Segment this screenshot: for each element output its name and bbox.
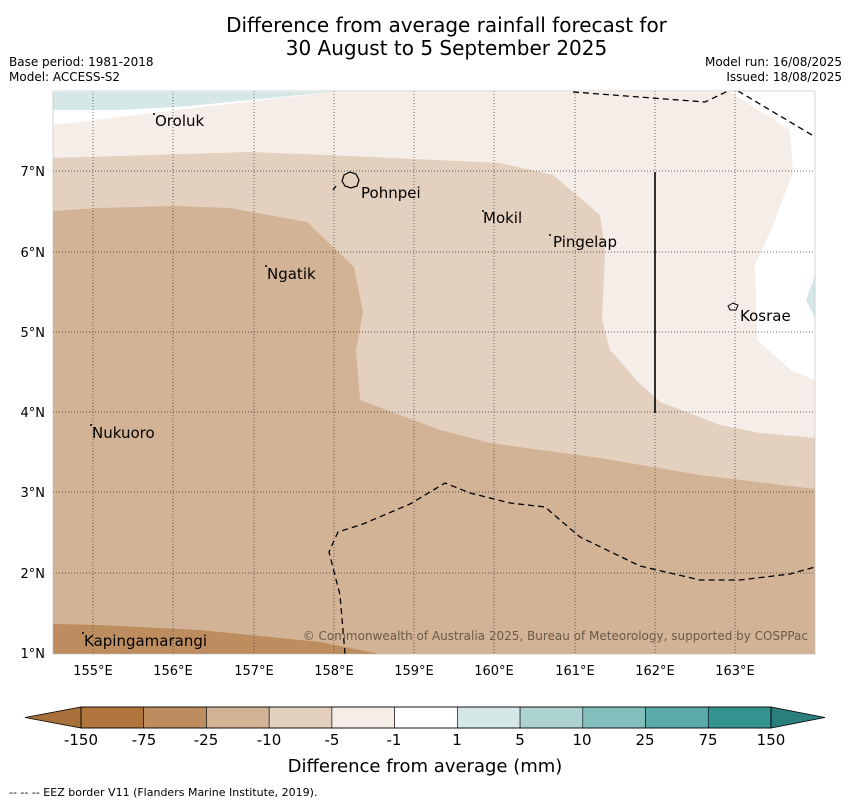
lat-tick-label: 2°N — [21, 567, 46, 582]
colorbar-frame — [80, 706, 772, 729]
colorbar-tick-label: 150 — [757, 731, 786, 749]
colorbar-tick-label: -10 — [257, 731, 282, 749]
colorbar-tick-label: -5 — [325, 731, 340, 749]
colorbar-tick-label: 5 — [515, 731, 525, 749]
colorbar-tick-label: -150 — [64, 731, 98, 749]
lat-tick-label: 7°N — [21, 165, 46, 180]
run-info: Model run: 16/08/2025 Issued: 18/08/2025 — [705, 55, 842, 85]
colorbar-swatch — [645, 706, 709, 729]
colorbar-swatch — [519, 706, 584, 729]
place-label-oroluk: Oroluk — [155, 112, 204, 130]
place-label-pohnpei: Pohnpei — [361, 184, 421, 202]
colorbar-swatch — [707, 706, 772, 729]
map-frame — [52, 90, 816, 655]
eez-border — [328, 91, 815, 654]
atoll-markers — [82, 113, 551, 634]
fill-1-to-5-north — [53, 92, 330, 110]
lat-tick-label: 1°N — [21, 647, 46, 662]
colorbar-tick-label: -1 — [387, 731, 402, 749]
colorbar: -150 -75 -25 -10 -5 -1 1 5 10 25 75 150 … — [24, 706, 826, 777]
lon-tick-label: 158°E — [314, 664, 354, 679]
place-label-kapingamarangi: Kapingamarangi — [84, 632, 207, 650]
colorbar-swatch — [582, 706, 646, 729]
fill-above-1-east — [730, 92, 815, 380]
lon-tick-labels: 155°E 156°E 157°E 158°E 159°E 160°E 161°… — [73, 664, 755, 679]
place-label-ngatik: Ngatik — [267, 265, 316, 283]
place-label-pingelap: Pingelap — [553, 233, 617, 251]
lon-tick-label: 162°E — [635, 664, 675, 679]
fill-1-to-5-east — [806, 275, 815, 318]
kosrae-island-icon — [727, 302, 739, 311]
eez-footnote: -- -- -- EEZ border V11 (Flanders Marine… — [9, 786, 318, 799]
lon-tick-label: 160°E — [474, 664, 514, 679]
fill-minus25-to-minus75 — [53, 624, 380, 654]
lat-tick-label: 4°N — [21, 406, 46, 421]
lon-tick-label: 161°E — [555, 664, 595, 679]
colorbar-tick-label: 25 — [635, 731, 654, 749]
title-line-2: 30 August to 5 September 2025 — [285, 36, 608, 60]
model-name: Model: ACCESS-S2 — [9, 70, 121, 84]
fill-minus10-to-minus25 — [53, 206, 815, 654]
colorbar-tick-label: 10 — [572, 731, 591, 749]
colorbar-swatch — [457, 706, 521, 729]
lat-tick-label: 5°N — [21, 326, 46, 341]
colorbar-swatches — [24, 706, 826, 729]
colorbar-swatch — [331, 706, 395, 729]
map-title: Difference from average rainfall forecas… — [0, 14, 850, 60]
pohnpei-island-icon — [341, 171, 360, 189]
map-area — [53, 91, 815, 654]
lon-tick-label: 156°E — [153, 664, 193, 679]
colorbar-label: Difference from average (mm) — [288, 756, 563, 777]
colorbar-swatch — [143, 706, 207, 729]
lat-tick-label: 3°N — [21, 486, 46, 501]
place-labels: Oroluk Pohnpei Mokil Pingelap Ngatik Kos… — [84, 112, 791, 650]
colorbar-swatch — [268, 706, 333, 729]
base-info: Base period: 1981-2018 Model: ACCESS-S2 — [9, 55, 154, 85]
base-period: Base period: 1981-2018 — [9, 55, 154, 69]
lat-tick-labels: 7°N 6°N 5°N 4°N 3°N 2°N 1°N — [21, 165, 46, 662]
model-run: Model run: 16/08/2025 — [704, 55, 842, 69]
copyright-notice: © Commonwealth of Australia 2025, Bureau… — [303, 629, 808, 643]
colorbar-tick-label: 75 — [698, 731, 717, 749]
colorbar-tick-label: -75 — [132, 731, 157, 749]
lat-tick-label: 6°N — [21, 246, 46, 261]
issued-date: Issued: 18/08/2025 — [726, 70, 842, 84]
place-label-mokil: Mokil — [483, 209, 522, 227]
lon-tick-label: 159°E — [394, 664, 434, 679]
colorbar-tick-label: 1 — [452, 731, 462, 749]
title-line-1: Difference from average rainfall forecas… — [226, 13, 667, 37]
lon-tick-label: 155°E — [73, 664, 113, 679]
colorbar-extend-low — [24, 706, 82, 729]
colorbar-swatch — [394, 706, 458, 729]
lon-tick-label: 157°E — [234, 664, 274, 679]
colorbar-tick-labels: -150 -75 -25 -10 -5 -1 1 5 10 25 75 150 — [64, 731, 785, 749]
colorbar-swatch — [206, 706, 270, 729]
place-label-nukuoro: Nukuoro — [92, 424, 155, 442]
place-label-kosrae: Kosrae — [740, 307, 791, 325]
colorbar-swatch — [80, 706, 145, 729]
colorbar-tick-label: -25 — [194, 731, 219, 749]
colorbar-extend-high — [770, 706, 826, 729]
lon-tick-label: 163°E — [715, 664, 755, 679]
